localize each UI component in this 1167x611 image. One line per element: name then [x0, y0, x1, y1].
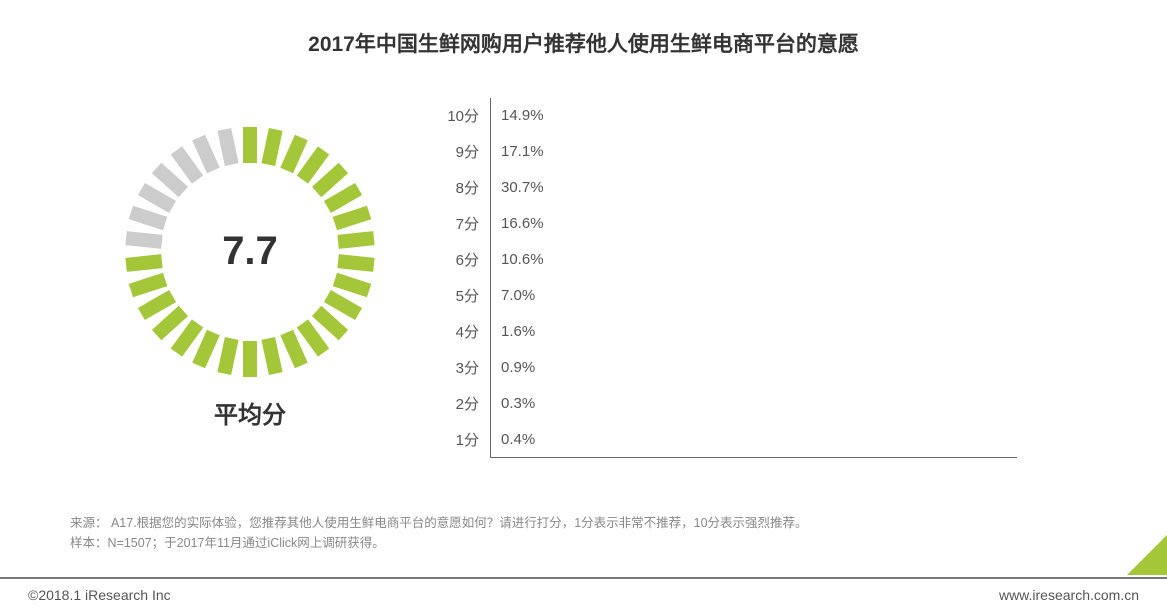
bar-category-label: 7分 [456, 213, 491, 234]
bar-row: 8分30.7% [491, 177, 544, 199]
copyright-text: ©2018.1 iResearch Inc [28, 587, 171, 603]
bar-row: 2分0.3% [491, 392, 535, 414]
corner-triangle-icon [1127, 535, 1167, 575]
gauge-label: 平均分 [214, 395, 286, 430]
bar-row: 4分1.6% [491, 320, 535, 342]
bar-value-label: 1.6% [491, 323, 535, 340]
chart-content: 7.7 平均分 10分14.9%9分17.1%8分30.7%7分16.6%6分1… [0, 58, 1167, 468]
footnote-line: 样本：N=1507；于2017年11月通过iClick网上调研获得。 [70, 533, 1097, 553]
bar-category-label: 6分 [456, 249, 491, 270]
bar-value-label: 7.0% [491, 287, 535, 304]
bar-value-label: 17.1% [491, 143, 544, 160]
bar-category-label: 2分 [456, 393, 491, 414]
gauge-section: 7.7 平均分 [70, 127, 430, 430]
bar-value-label: 0.3% [491, 395, 535, 412]
bar-category-label: 3分 [456, 357, 491, 378]
bar-value-label: 14.9% [491, 107, 544, 124]
chart-title: 2017年中国生鲜网购用户推荐他人使用生鲜电商平台的意愿 [0, 0, 1167, 58]
bar-category-label: 8分 [456, 177, 491, 198]
bar-row: 7分16.6% [491, 213, 544, 235]
chart-plot-area: 10分14.9% 9分17.1% 8分30.7% 7分16.6% 6分10.6% 5分7.… [490, 98, 1017, 458]
bar-row: 9分17.1% [491, 141, 544, 163]
gauge-tick [243, 127, 257, 163]
radial-gauge: 7.7 [125, 127, 375, 377]
bar-value-label: 30.7% [491, 179, 544, 196]
bar-value-label: 16.6% [491, 215, 544, 232]
website-url: www.iresearch.com.cn [999, 587, 1139, 603]
bar-category-label: 5分 [456, 285, 491, 306]
source-footnotes: 来源： A17.根据您的实际体验，您推荐其他人使用生鲜电商平台的意愿如何？请进行… [70, 513, 1097, 553]
footer: ©2018.1 iResearch Inc www.iresearch.com.… [0, 577, 1167, 611]
bar-category-label: 10分 [447, 105, 491, 126]
bar-value-label: 10.6% [491, 251, 544, 268]
bar-chart: 10分14.9%9分17.1%8分30.7%7分16.6%6分10.6%5分7.… [430, 88, 1097, 468]
bar-category-label: 9分 [456, 141, 491, 162]
bar-row: 6分10.6% [491, 249, 544, 271]
bar-value-label: 0.9% [491, 359, 535, 376]
bar-value-label: 0.4% [491, 431, 535, 448]
footnote-line: 来源： A17.根据您的实际体验，您推荐其他人使用生鲜电商平台的意愿如何？请进行… [70, 513, 1097, 533]
bar-category-label: 1分 [456, 429, 491, 450]
bar-row: 1分0.4% [491, 428, 535, 450]
bar-row: 3分0.9% [491, 356, 535, 378]
bar-category-label: 4分 [456, 321, 491, 342]
bar-row: 5分7.0% [491, 284, 535, 306]
gauge-tick [243, 341, 257, 377]
bar-row: 10分14.9% [491, 105, 544, 127]
